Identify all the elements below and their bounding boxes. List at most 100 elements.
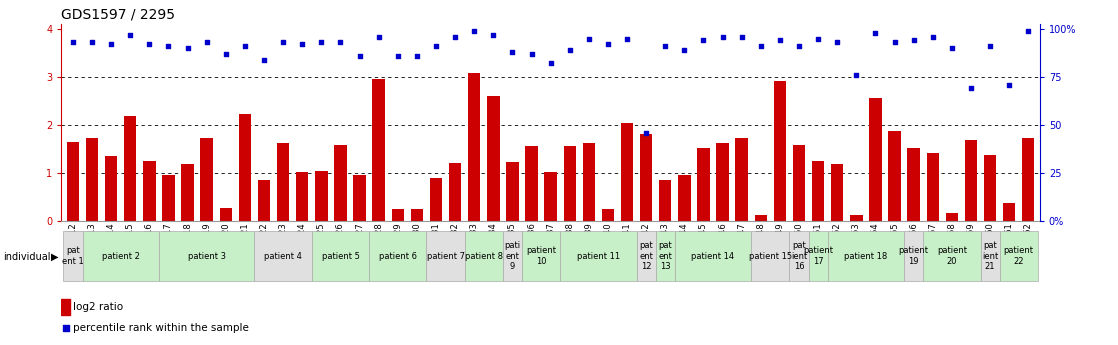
FancyBboxPatch shape [503,231,522,281]
Text: pat
ent 1: pat ent 1 [63,246,84,266]
Bar [296,172,309,221]
Point [465,28,483,33]
Bar [239,114,252,221]
Bar [736,138,748,221]
Text: patient 14: patient 14 [691,252,735,261]
Text: pat
ient
16: pat ient 16 [790,241,807,271]
Point [255,57,273,62]
Bar [258,180,271,221]
Text: patient 8: patient 8 [465,252,503,261]
Bar [353,175,366,221]
Bar [86,138,98,221]
Text: pat
ent
12: pat ent 12 [639,241,653,271]
Bar [277,143,290,221]
Bar [506,162,519,221]
Text: patient 15: patient 15 [749,252,792,261]
Point [408,53,426,59]
Point [942,46,960,51]
Bar [927,153,939,221]
Point [160,43,178,49]
Text: GDS1597 / 2295: GDS1597 / 2295 [61,8,176,22]
FancyBboxPatch shape [159,231,255,281]
Point [57,325,75,331]
FancyBboxPatch shape [980,231,999,281]
Bar [698,148,710,221]
Text: pati
ent
9: pati ent 9 [504,241,521,271]
Point [541,61,559,66]
Bar [181,164,193,221]
Bar [315,171,328,221]
Bar [965,140,977,221]
Bar [162,175,174,221]
Bar [334,145,347,221]
Bar [372,79,385,221]
Point [351,53,369,59]
FancyBboxPatch shape [999,231,1038,281]
Bar [61,299,69,315]
Bar [544,172,557,221]
Bar [200,138,212,221]
Point [274,40,292,45]
Text: patient 4: patient 4 [264,252,302,261]
Bar [639,135,653,221]
Point [751,43,769,49]
FancyBboxPatch shape [64,231,83,281]
Bar [219,208,233,221]
Bar [946,213,958,221]
Point [484,32,502,38]
Bar [812,161,824,221]
FancyBboxPatch shape [560,231,636,281]
Point [427,43,445,49]
Text: pat
ient
21: pat ient 21 [982,241,998,271]
Point [713,34,731,39]
Point [1001,82,1018,87]
Bar [525,147,538,221]
Text: patient 6: patient 6 [379,252,417,261]
FancyBboxPatch shape [923,231,980,281]
Point [312,40,330,45]
Text: pat
ent
13: pat ent 13 [659,241,672,271]
FancyBboxPatch shape [255,231,312,281]
Point [332,40,350,45]
Point [694,38,712,43]
Bar [429,178,443,221]
Bar [410,209,423,221]
Point [847,72,865,78]
Bar [774,81,786,221]
Point [217,51,235,57]
Point [904,38,922,43]
Bar [850,215,862,221]
Text: patient 5: patient 5 [322,252,359,261]
Bar [448,163,462,221]
Bar [679,175,691,221]
Bar [582,143,595,221]
Point [293,41,311,47]
Bar [908,148,920,221]
Bar [869,98,882,221]
Point [982,43,999,49]
FancyBboxPatch shape [904,231,923,281]
Bar [124,116,136,221]
Bar [487,96,500,221]
Point [656,43,674,49]
FancyBboxPatch shape [369,231,426,281]
Point [866,30,884,36]
Point [236,43,254,49]
Point [771,38,789,43]
Bar [601,209,614,221]
Point [83,40,101,45]
FancyBboxPatch shape [675,231,751,281]
Text: patient 2: patient 2 [102,252,140,261]
FancyBboxPatch shape [426,231,465,281]
Text: patient 11: patient 11 [577,252,620,261]
Point [809,36,827,41]
FancyBboxPatch shape [751,231,789,281]
Point [599,41,617,47]
Point [179,46,197,51]
Text: ▶: ▶ [51,252,59,262]
Text: patient
10: patient 10 [527,246,556,266]
Bar [793,145,805,221]
Point [828,40,846,45]
Point [141,41,159,47]
Point [961,86,979,91]
